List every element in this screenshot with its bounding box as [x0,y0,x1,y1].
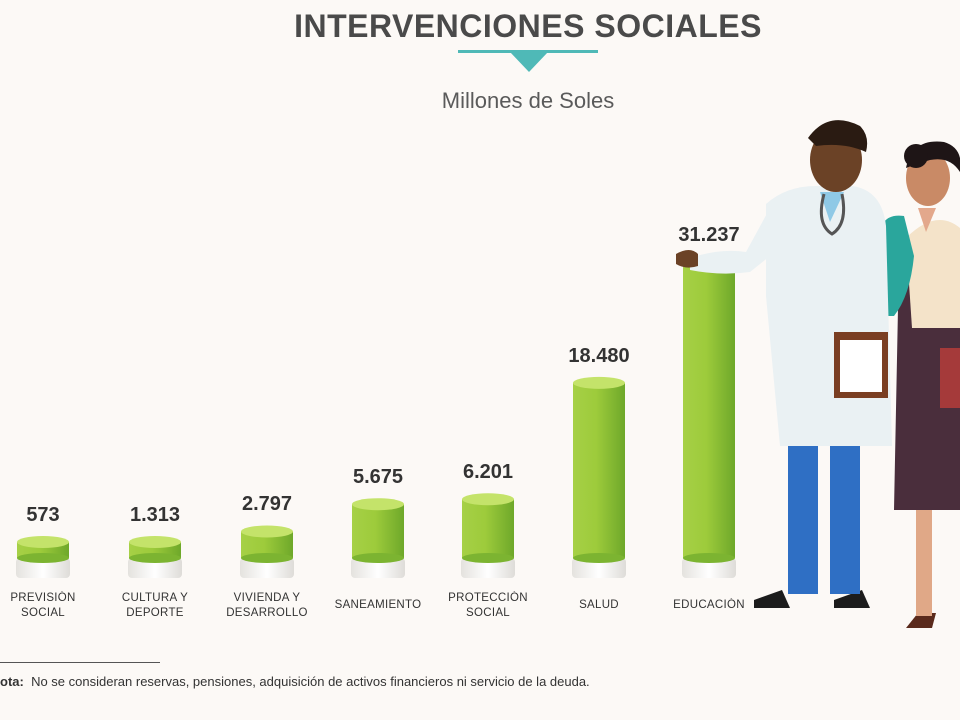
bar-value-label: 2.797 [241,493,293,516]
bar-bottom [129,553,181,563]
category-label-line: VIVIENDA Y [233,592,301,604]
footnote-prefix: ota: [0,674,24,689]
bar-body [683,262,735,558]
bar-body [462,499,514,558]
category-label-line: DEPORTE [126,607,184,619]
footnote-text: No se consideran reservas, pensiones, ad… [31,674,590,689]
bar-value-label: 6.201 [462,461,514,484]
chart-subtitle: Millones de Soles [441,88,615,113]
bar-5 [572,376,626,578]
category-label: CULTURA Y DEPORTE [100,591,210,621]
bar-bottom [241,553,293,563]
teacher-figure [850,141,960,628]
category-label-line: SOCIAL [466,607,510,619]
bar-top [352,498,404,511]
bar-base [128,558,182,578]
category-label: PROTECCIÓN SOCIAL [433,591,543,621]
bar-base [682,558,736,578]
bar-bottom [573,553,625,563]
category-label: SALUD [544,598,654,628]
bar-top [241,525,293,538]
doctor-and-teacher-illustration [676,120,960,628]
category-label-line: DESARROLLO [226,607,308,619]
bar-top [462,493,514,506]
bar-top [17,536,69,548]
bar-top [573,376,625,389]
bar-value-label: 18.480 [568,344,630,367]
bar-base [16,558,70,578]
category-label: SANEAMIENTO [323,598,433,628]
category-label: PREVISIÓN SOCIAL [0,591,98,621]
category-label: VIVIENDA YDESARROLLOURBANO [212,591,322,621]
bar-4 [461,493,515,578]
bar-bottom [683,553,735,563]
category-label-line: PROTECCIÓN [448,592,528,604]
bar-2 [240,525,294,578]
category-label-line: SOCIAL [21,607,65,619]
footnote-rule [0,662,160,663]
doctor-figure [676,120,892,608]
bar-1 [128,536,182,578]
bar-base [572,558,626,578]
category-label-line: CULTURA Y [121,592,189,604]
bar-body [352,504,404,558]
bar-value-label: 5.675 [352,466,404,489]
bar-value-label: 31.237 [678,224,740,246]
bar-0 [16,536,70,578]
bar-body [573,382,625,558]
chart-title: INTERVENCIONES SOCIALES [294,8,762,44]
category-label-line: SANEAMIENTO [334,599,422,611]
title-notch-icon [510,52,548,72]
title-underline [458,50,598,53]
category-label-line: PREVISIÓN [10,592,76,604]
bar-bottom [352,553,404,563]
bar-3 [351,498,405,578]
bar-value-label: 1.313 [129,504,181,526]
bar-bottom [462,553,514,563]
footnote: ota: No se consideran reservas, pensione… [0,674,590,689]
bar-bottom [17,553,69,563]
bar-base [351,558,405,578]
category-label-line: SALUD [579,599,619,611]
bar-top [129,536,181,548]
bar-base [461,558,515,578]
category-label-line: EDUCACIÓN [673,599,745,611]
category-label: EDUCACIÓN [654,598,764,628]
bar-base [240,558,294,578]
bar-value-label: 573 [26,504,60,526]
